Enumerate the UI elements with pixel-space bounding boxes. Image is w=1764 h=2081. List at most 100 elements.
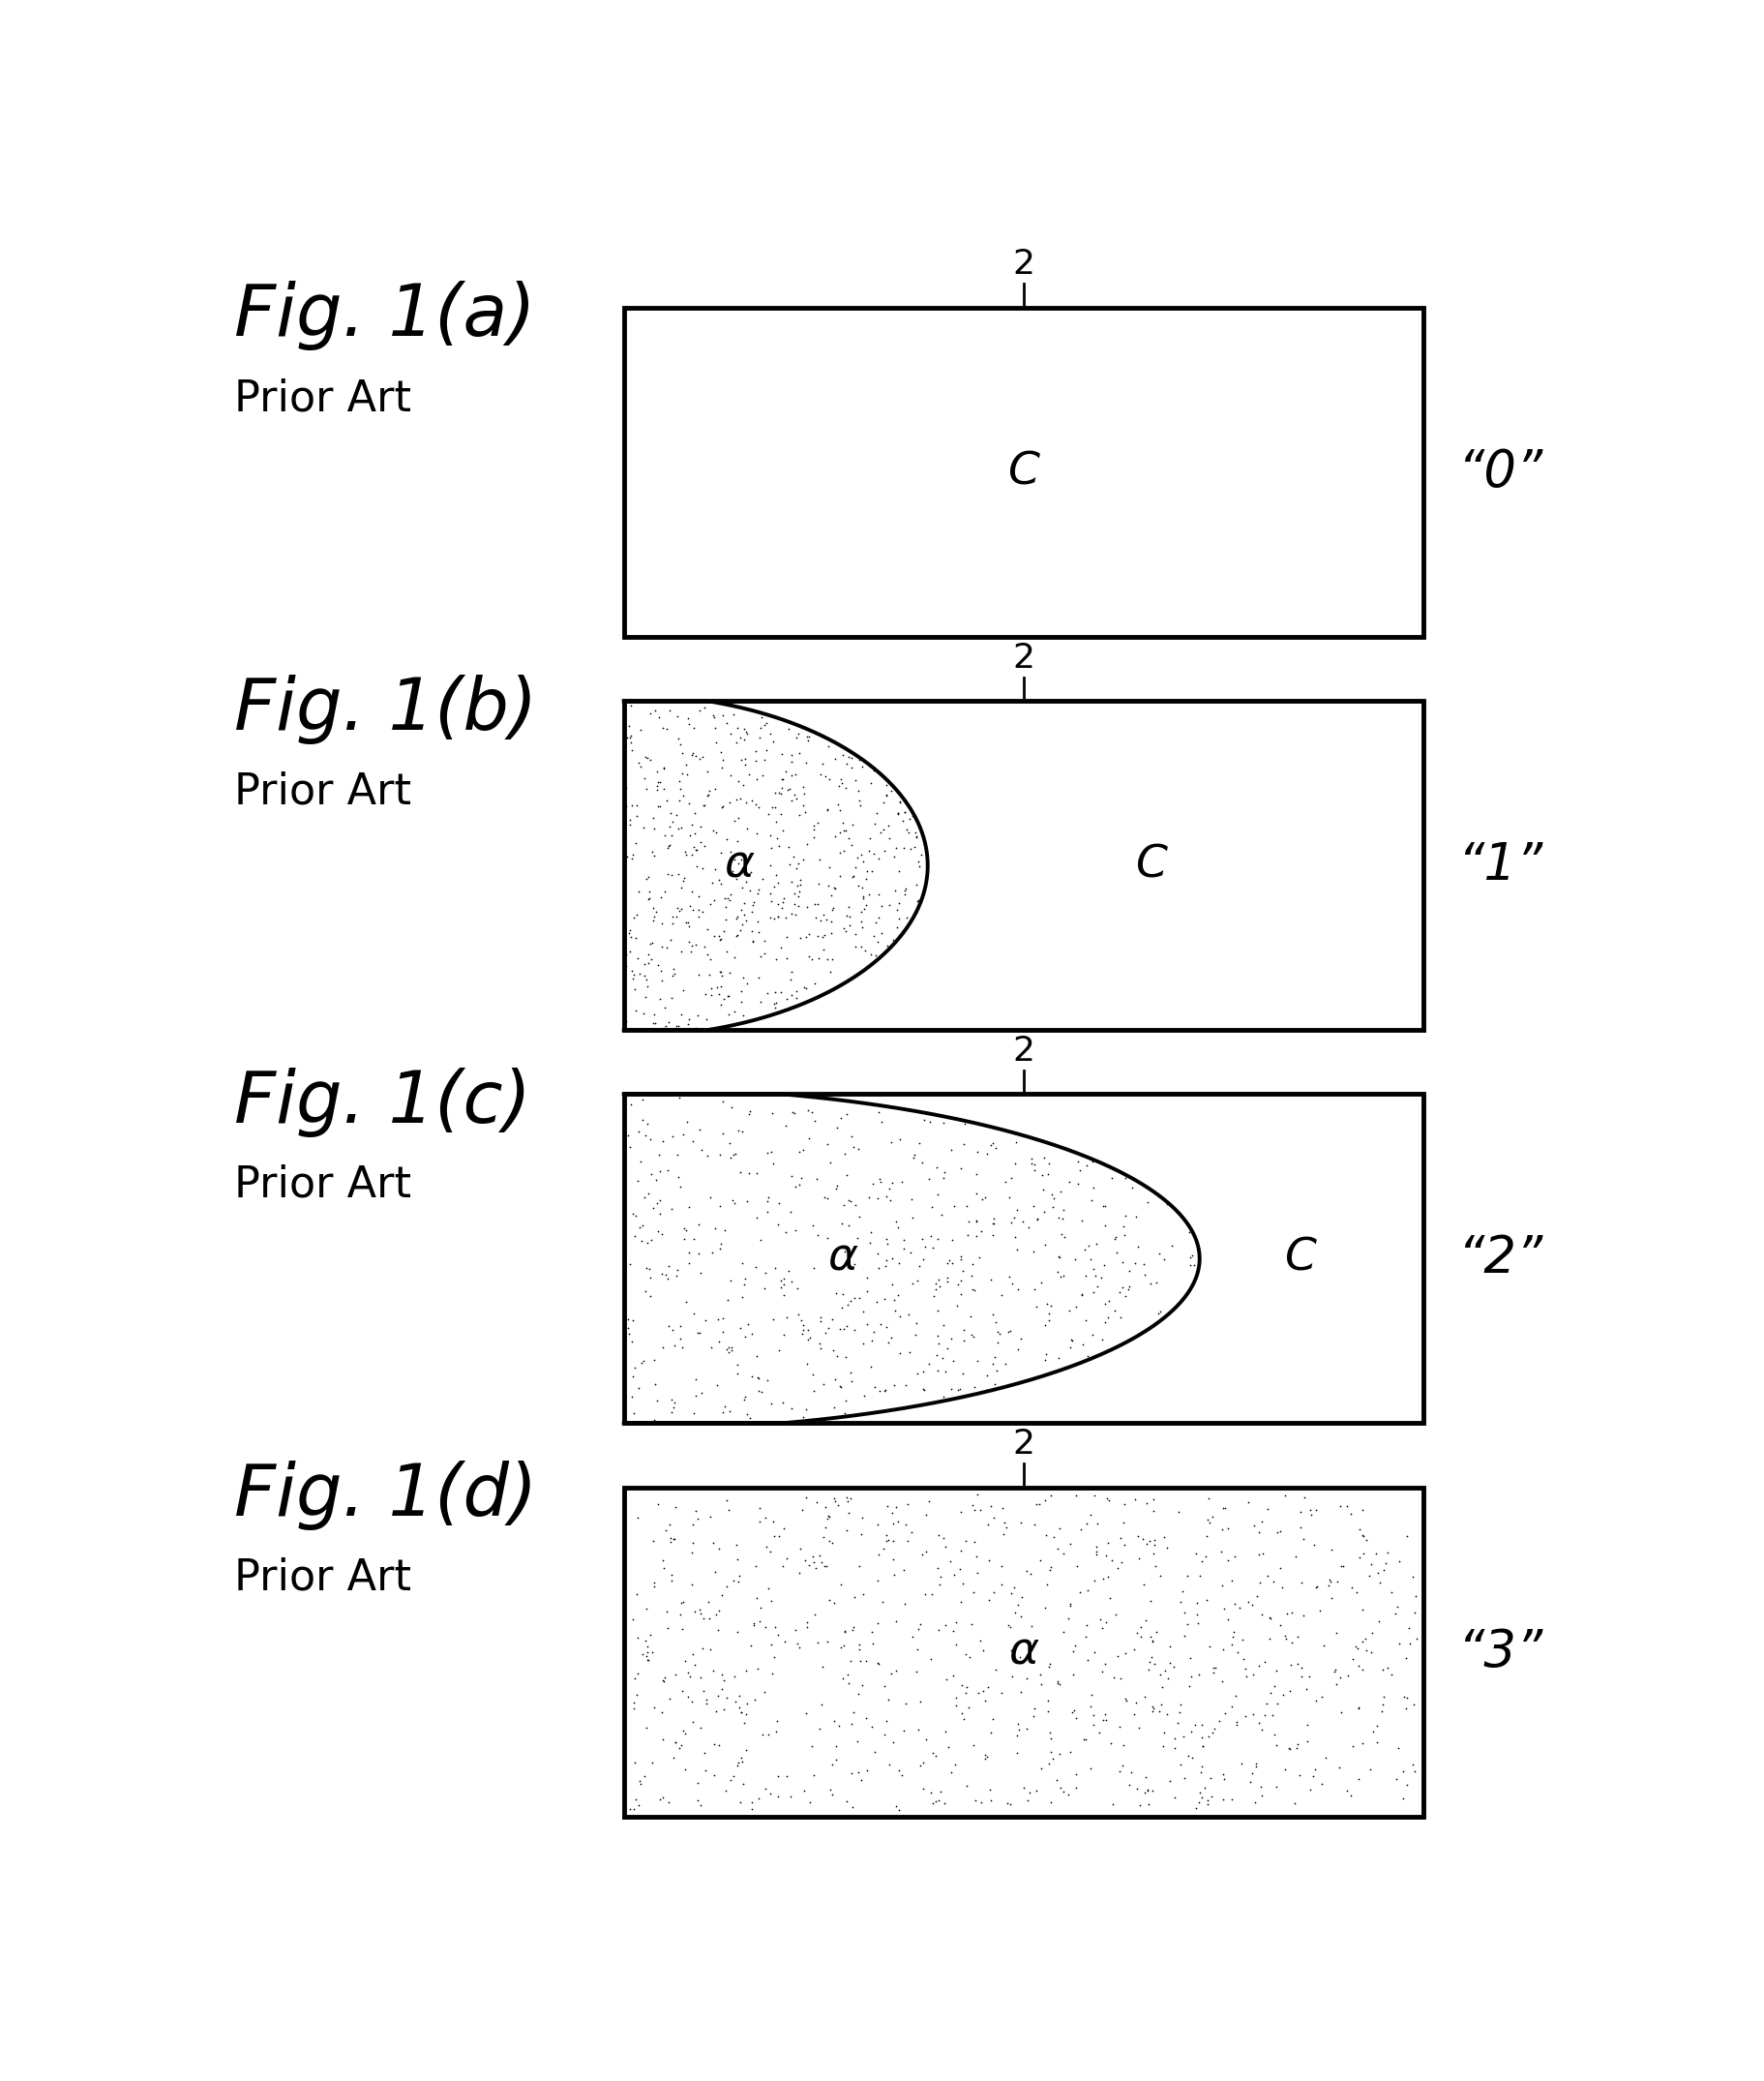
Point <box>924 1328 953 1361</box>
Point <box>967 1109 995 1142</box>
Point <box>1341 1629 1369 1663</box>
Point <box>977 1263 1005 1296</box>
Point <box>642 1186 670 1219</box>
Point <box>614 1117 642 1151</box>
Point <box>991 1165 1020 1199</box>
Point <box>886 853 914 887</box>
Point <box>891 795 919 828</box>
Point <box>838 1365 866 1398</box>
Point <box>686 810 714 843</box>
Point <box>1120 1484 1148 1517</box>
Point <box>886 1754 914 1788</box>
Point <box>707 866 736 899</box>
Point <box>817 878 845 911</box>
Point <box>654 1611 683 1644</box>
Point <box>787 864 815 897</box>
Point <box>882 1490 910 1523</box>
Point <box>1194 1482 1222 1515</box>
Point <box>1106 1301 1134 1334</box>
Point <box>1148 1671 1177 1704</box>
Point <box>651 1665 679 1698</box>
Point <box>617 789 646 822</box>
Point <box>924 1783 953 1817</box>
Point <box>759 1147 787 1180</box>
Point <box>679 1124 707 1157</box>
Point <box>674 1247 702 1280</box>
Point <box>1288 1659 1316 1692</box>
Point <box>880 841 908 874</box>
Point <box>686 1788 714 1821</box>
Point <box>725 847 753 880</box>
Point <box>783 782 811 816</box>
Point <box>1048 1217 1076 1251</box>
Point <box>1074 1642 1102 1675</box>
Point <box>623 1163 651 1197</box>
Point <box>621 972 649 1005</box>
Point <box>776 964 804 997</box>
Point <box>870 1586 898 1619</box>
Point <box>700 699 729 733</box>
Point <box>1129 1249 1157 1282</box>
Point <box>699 1654 727 1688</box>
Point <box>632 1117 660 1151</box>
Point <box>924 1319 953 1353</box>
Point <box>693 778 721 812</box>
Point <box>1020 1274 1048 1307</box>
Point <box>1208 1783 1237 1817</box>
Point <box>1337 1498 1365 1532</box>
Point <box>1394 1767 1422 1800</box>
Point <box>757 820 785 853</box>
Point <box>1134 1788 1162 1821</box>
Point <box>723 899 751 932</box>
Point <box>848 880 877 914</box>
Point <box>713 1681 741 1715</box>
Point <box>988 1569 1016 1602</box>
Point <box>794 1548 822 1582</box>
Point <box>1092 1702 1120 1736</box>
Point <box>651 1011 679 1045</box>
Point <box>1177 1661 1205 1694</box>
Point <box>1171 1596 1200 1629</box>
Point <box>1115 1269 1143 1303</box>
Point <box>917 1642 946 1675</box>
Point <box>762 805 790 839</box>
Point <box>665 782 693 816</box>
Point <box>759 1303 787 1336</box>
Point <box>766 1334 794 1367</box>
Point <box>751 1611 780 1644</box>
Point <box>1200 1650 1228 1684</box>
Point <box>975 1584 1004 1617</box>
Point <box>861 939 889 972</box>
Point <box>727 722 755 755</box>
Point <box>1357 1548 1385 1582</box>
Point <box>799 1373 827 1407</box>
Point <box>908 1371 937 1405</box>
Point <box>681 1594 709 1627</box>
Point <box>931 1663 960 1696</box>
Point <box>684 1502 713 1536</box>
Point <box>1106 1711 1134 1744</box>
Point <box>1321 1667 1349 1700</box>
Point <box>866 1165 894 1199</box>
Point <box>776 1779 804 1813</box>
Point <box>642 1163 670 1197</box>
Point <box>1401 1754 1429 1788</box>
Point <box>1095 1284 1124 1317</box>
Point <box>727 843 755 876</box>
Point <box>1249 1536 1277 1569</box>
Point <box>707 1577 736 1611</box>
Point <box>1277 1625 1305 1659</box>
Point <box>811 903 840 936</box>
Point <box>852 862 880 895</box>
Point <box>1037 1721 1065 1754</box>
Point <box>921 1280 949 1313</box>
Point <box>1124 1230 1152 1263</box>
Point <box>1088 1324 1117 1357</box>
Point <box>1094 1561 1122 1594</box>
Point <box>637 1224 665 1257</box>
Point <box>1087 1261 1115 1294</box>
Point <box>684 1767 713 1800</box>
Point <box>1004 1271 1032 1305</box>
Point <box>1034 1157 1062 1190</box>
Point <box>1192 1584 1221 1617</box>
